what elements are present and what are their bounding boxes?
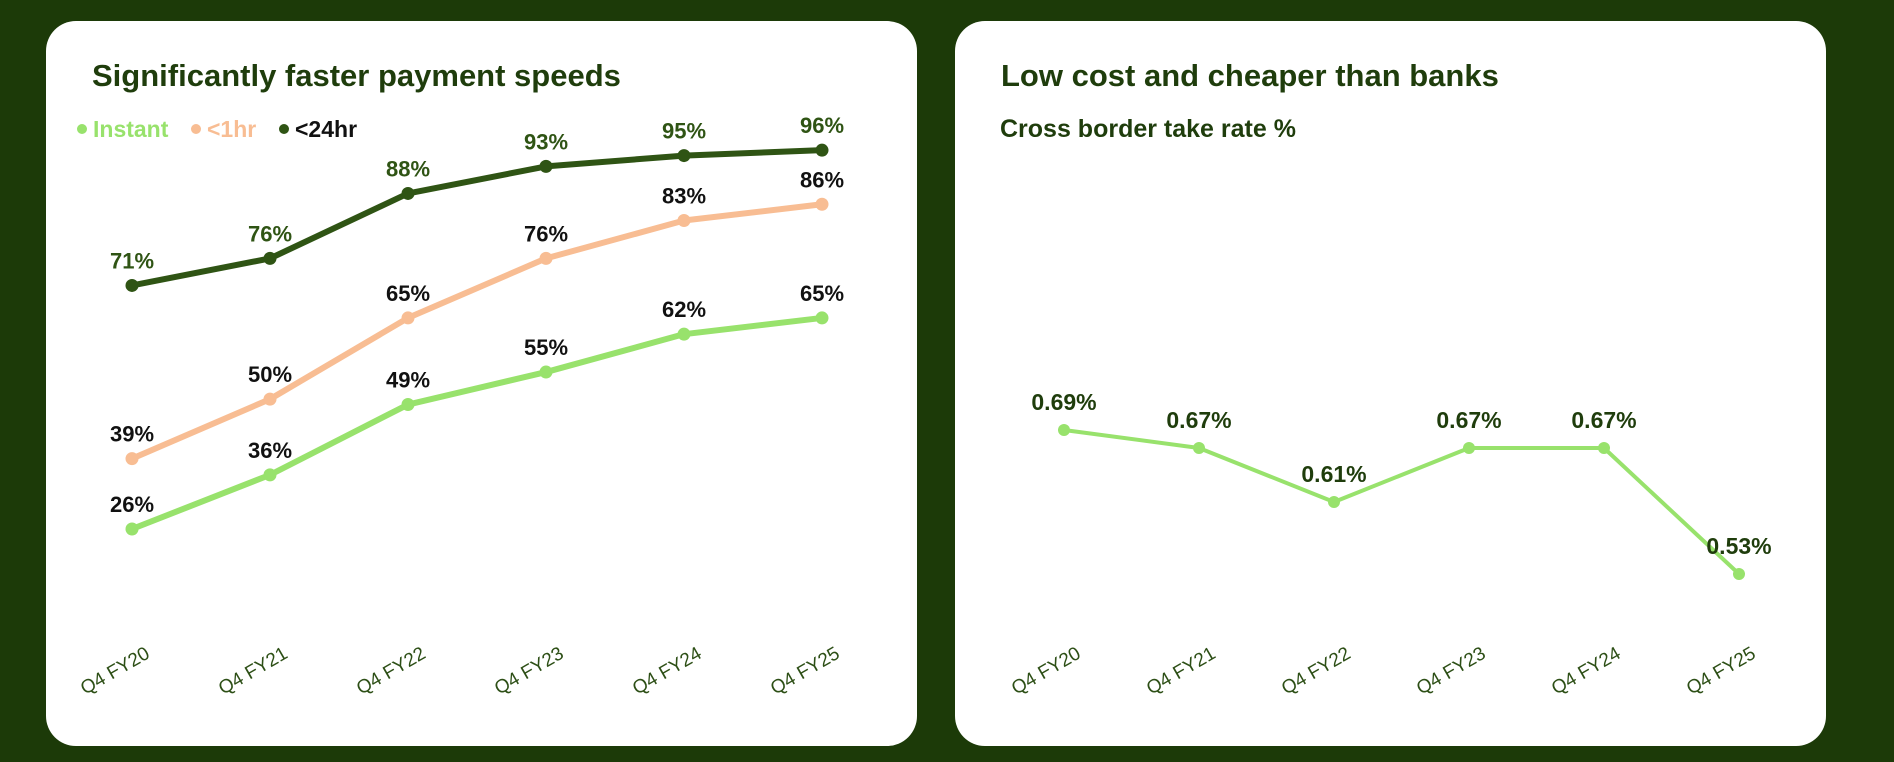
data-label-24hr-3: 88% [386,156,430,181]
data-label-instant-5: 62% [662,297,706,322]
data-label-take-rate-5: 0.67% [1571,407,1636,433]
data-point-take-rate-6 [1733,568,1745,580]
data-label-1hr-1: 39% [110,422,154,447]
data-point-1hr-4 [539,251,553,265]
x-tick-label-1: Q4 FY20 [1008,643,1084,699]
data-label-24hr-5: 95% [662,119,706,144]
data-point-1hr-3 [401,311,415,325]
data-point-instant-6 [815,311,829,325]
payment-speed-card: Significantly faster payment speeds Insta… [46,21,917,746]
data-label-instant-3: 49% [386,368,430,393]
data-point-take-rate-3 [1328,496,1340,508]
x-tick-label-2: Q4 FY21 [215,643,291,699]
series-line-take-rate [1062,428,1741,576]
data-point-24hr-2 [263,251,277,265]
data-point-take-rate-1 [1058,424,1070,436]
legend-dot-1hr [191,124,201,134]
data-point-24hr-6 [815,143,829,157]
data-point-1hr-2 [263,392,277,406]
data-label-24hr-2: 76% [248,221,292,246]
data-point-1hr-1 [125,452,139,466]
x-tick-label-6: Q4 FY25 [767,643,843,699]
data-point-instant-3 [401,398,415,412]
data-label-take-rate-6: 0.53% [1706,533,1771,559]
data-label-take-rate-1: 0.69% [1031,389,1096,415]
x-tick-label-3: Q4 FY22 [1278,643,1354,699]
x-tick-label-6: Q4 FY25 [1683,643,1759,699]
data-label-take-rate-4: 0.67% [1436,407,1501,433]
chart-subtitle: Cross border take rate % [1000,115,1296,143]
legend-dot-instant [77,124,87,134]
x-tick-label-4: Q4 FY23 [1413,643,1489,699]
chart-title: Significantly faster payment speeds [92,58,621,93]
data-label-1hr-2: 50% [248,362,292,387]
series-line-1hr [129,201,825,462]
data-label-24hr-1: 71% [110,248,154,273]
data-label-take-rate-3: 0.61% [1301,461,1366,487]
legend-label-1hr: <1hr [207,116,256,142]
data-label-1hr-5: 83% [662,184,706,209]
data-label-instant-1: 26% [110,492,154,517]
data-point-take-rate-5 [1598,442,1610,454]
data-point-24hr-5 [677,149,691,163]
data-point-instant-4 [539,365,553,379]
x-tick-label-2: Q4 FY21 [1143,643,1219,699]
data-label-1hr-3: 65% [386,281,430,306]
legend-dot-24hr [279,124,289,134]
data-label-instant-6: 65% [800,281,844,306]
legend-label-instant: Instant [93,116,169,142]
take-rate-card: Low cost and cheaper than banks Cross bor… [955,21,1826,746]
data-point-24hr-4 [539,159,553,173]
data-label-instant-4: 55% [524,335,568,360]
data-point-24hr-1 [125,278,139,292]
data-point-take-rate-4 [1463,442,1475,454]
series-line-instant [129,314,825,532]
chart-title: Low cost and cheaper than banks [1001,58,1499,93]
take-rate-chart: Low cost and cheaper than banks Cross bor… [1000,58,1772,699]
x-tick-label-4: Q4 FY23 [491,643,567,699]
data-label-1hr-6: 86% [800,167,844,192]
x-tick-label-5: Q4 FY24 [629,643,706,699]
data-label-24hr-4: 93% [524,129,568,154]
data-point-instant-2 [263,468,277,482]
data-point-take-rate-2 [1193,442,1205,454]
x-tick-label-1: Q4 FY20 [77,643,153,699]
data-point-1hr-6 [815,197,829,211]
data-point-instant-1 [125,522,139,536]
data-point-24hr-3 [401,186,415,200]
data-label-instant-2: 36% [248,438,292,463]
data-label-take-rate-2: 0.67% [1166,407,1231,433]
payment-speed-chart: Significantly faster payment speeds Insta… [77,58,844,699]
data-label-24hr-6: 96% [800,113,844,138]
data-label-1hr-4: 76% [524,221,568,246]
x-tick-label-5: Q4 FY24 [1548,643,1625,699]
legend-label-24hr: <24hr [295,116,357,142]
series-line-24hr [129,147,825,289]
data-point-1hr-5 [677,214,691,228]
data-point-instant-5 [677,327,691,341]
x-tick-label-3: Q4 FY22 [353,643,429,699]
